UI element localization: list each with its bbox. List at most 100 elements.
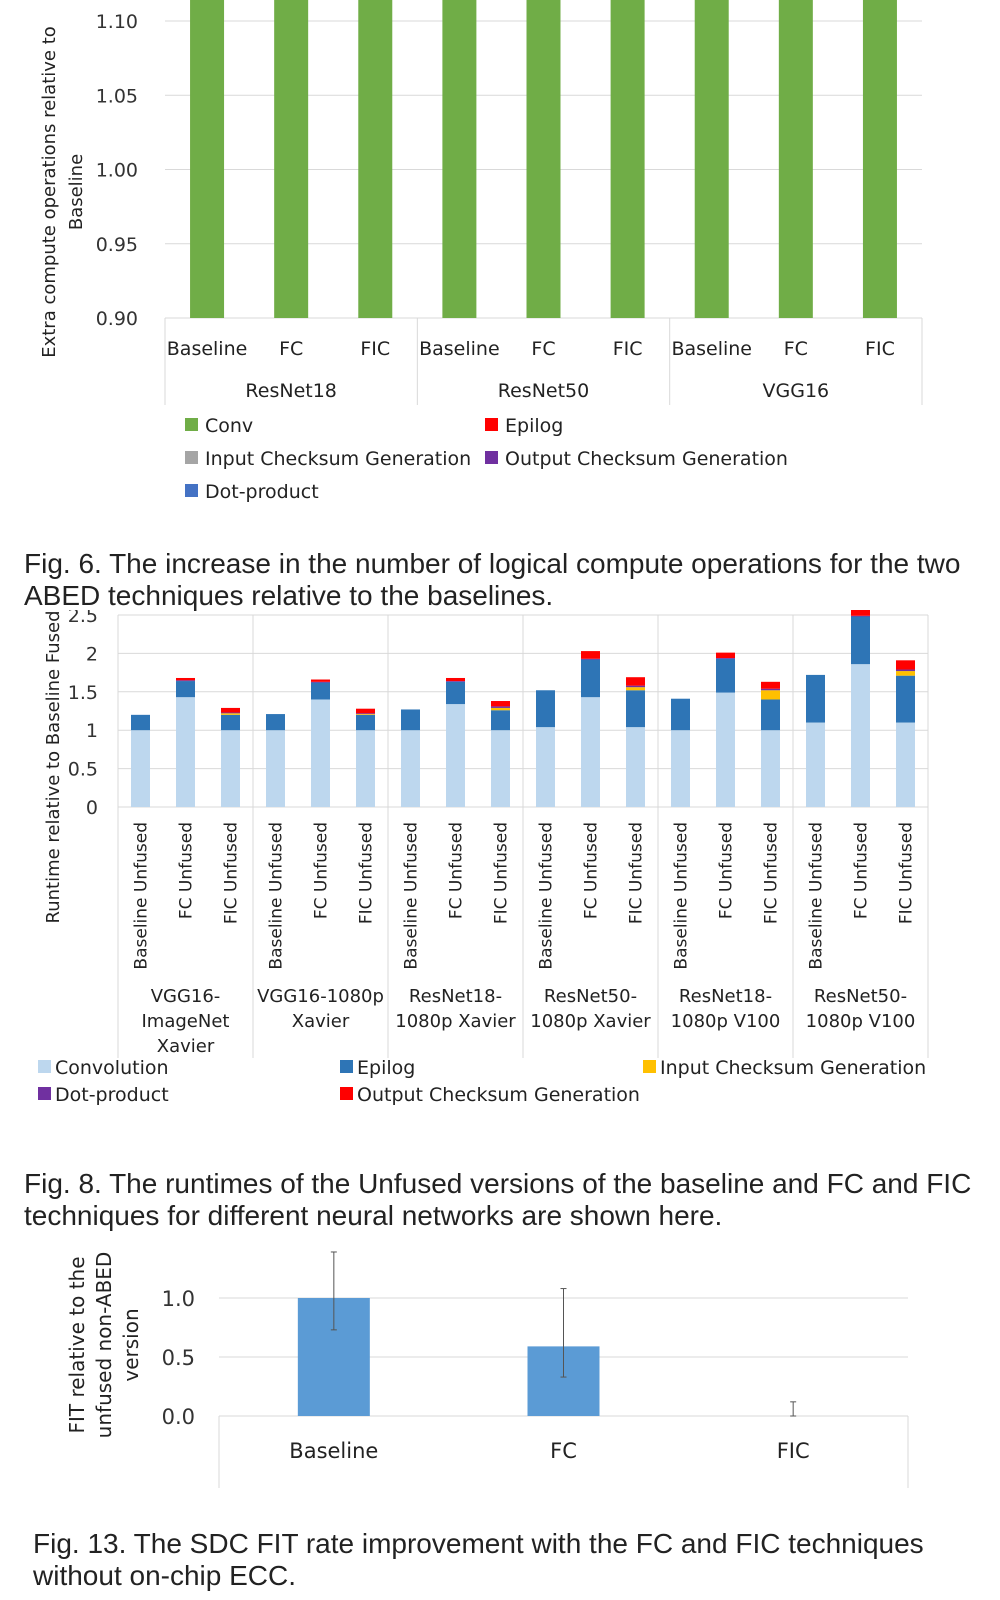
legend-swatch: [643, 1060, 656, 1073]
x-tick-label: Baseline Unfused: [807, 822, 827, 970]
bar-segment: [761, 699, 780, 731]
bar-segment: [896, 675, 915, 723]
legend-label: Epilog: [505, 415, 563, 437]
bar-segment: [401, 709, 420, 731]
x-tick-label: FC Unfused: [717, 822, 737, 919]
figure-8-caption: Fig. 8. The runtimes of the Unfused vers…: [24, 1168, 972, 1231]
bar-segment: [536, 690, 555, 728]
bar-segment: [491, 701, 510, 707]
bar-segment: [356, 708, 375, 714]
group-label: 1080p Xavier: [395, 1011, 516, 1032]
bar-segment: [851, 616, 870, 665]
legend-label: Output Checksum Generation: [357, 1084, 640, 1106]
x-tick-label: FIC Unfused: [627, 822, 647, 924]
legend-label: Convolution: [55, 1057, 169, 1079]
bar-segment: [311, 679, 330, 682]
legend-swatch: [38, 1060, 51, 1073]
bar-segment: [716, 692, 735, 807]
bar-segment: [491, 706, 510, 708]
group-label: VGG16-: [151, 986, 221, 1007]
bar-segment: [176, 677, 195, 681]
bar-segment: [356, 714, 375, 715]
group-label: 1080p Xavier: [530, 1011, 651, 1032]
group-label: ImageNet: [142, 1011, 230, 1032]
x-tick-label: Baseline Unfused: [267, 822, 287, 970]
bar-segment: [896, 660, 915, 670]
x-tick-label: Baseline: [671, 338, 752, 360]
bar-segment: [221, 714, 240, 731]
y-tick-label: 0.5: [68, 759, 98, 781]
bar-segment: [311, 681, 330, 683]
x-tick-label: FC Unfused: [852, 822, 872, 919]
legend-label: Conv: [205, 415, 253, 437]
x-tick-label: FIC Unfused: [897, 822, 917, 924]
bar-segment: [896, 669, 915, 672]
bar-segment: [862, 0, 897, 318]
group-label: ResNet50: [498, 380, 589, 402]
bar-segment: [221, 707, 240, 713]
group-label: ResNet18-: [409, 986, 502, 1007]
bar-segment: [221, 712, 240, 714]
legend-label: Dot-product: [205, 481, 319, 503]
bar-segment: [626, 690, 645, 728]
bar-segment: [266, 714, 285, 731]
bar-segment: [716, 658, 735, 659]
group-label: 1080p V100: [671, 1011, 781, 1032]
legend-swatch: [485, 451, 498, 464]
figure-13-chart: 0.0 0.5 1.0 1.5 Baseline FC FIC FIT relative to…: [65, 1248, 909, 1488]
group-label: ResNet18: [245, 380, 336, 402]
bar-segment: [581, 697, 600, 807]
bar-segment: [401, 730, 420, 807]
group-label: 1080p V100: [806, 1011, 916, 1032]
y-tick-label: 0: [86, 797, 98, 819]
x-tick-label: FIC: [865, 338, 895, 360]
bar-segment: [851, 610, 870, 616]
x-tick-label: FIC Unfused: [762, 822, 782, 924]
bar-segment: [581, 651, 600, 659]
bar-segment: [851, 664, 870, 807]
bar-segment: [716, 652, 735, 659]
bar-segment: [176, 680, 195, 682]
y-tick-label: 1: [86, 720, 98, 742]
bar-segment: [526, 0, 561, 318]
bar-segment: [806, 722, 825, 807]
x-tick-label: FC: [279, 338, 303, 360]
bar-segment: [131, 714, 150, 731]
bar-segment: [446, 677, 465, 682]
x-tick-label: FC: [531, 338, 555, 360]
bar-segment: [536, 727, 555, 807]
x-tick-label: FC Unfused: [177, 822, 197, 919]
y-tick-label: 0.5: [162, 1346, 195, 1370]
x-tick-label: Baseline Unfused: [537, 822, 557, 970]
x-tick-label: Baseline: [419, 338, 500, 360]
bar-segment: [356, 713, 375, 715]
bar-segment: [358, 0, 393, 318]
bar-segment: [446, 681, 465, 682]
x-tick-label: Baseline Unfused: [402, 822, 422, 970]
legend-swatch: [185, 418, 198, 431]
x-tick-label: FC Unfused: [447, 822, 467, 919]
x-tick-label: Baseline Unfused: [132, 822, 152, 970]
bar-segment: [581, 658, 600, 660]
x-tick-label: FIC Unfused: [357, 822, 377, 924]
x-tick-label: FIC Unfused: [492, 822, 512, 924]
bar-segment: [896, 671, 915, 676]
bar-segment: [491, 710, 510, 731]
bar-segment: [610, 0, 645, 318]
y-tick-label: 2.5: [68, 610, 98, 627]
figure-6-caption: Fig. 6. The increase in the number of lo…: [24, 548, 961, 611]
legend-label: Dot-product: [55, 1084, 169, 1106]
legend-label: Output Checksum Generation: [505, 448, 788, 470]
legend-swatch: [185, 451, 198, 464]
figure-13-caption: Fig. 13. The SDC FIT rate improvement wi…: [33, 1528, 924, 1591]
bar-segment: [851, 615, 870, 617]
legend-label: Input Checksum Generation: [660, 1057, 926, 1079]
bar-segment: [266, 730, 285, 807]
bar-segment: [176, 697, 195, 807]
bar-segment: [761, 688, 780, 691]
bar-segment: [221, 730, 240, 807]
bar-segment: [176, 681, 195, 698]
figure-8-chart: 0 0.5 1 1.5 2 2.5 Baseline Unfused FC Unfused FI…: [38, 610, 929, 1106]
legend-swatch: [340, 1060, 353, 1073]
bar-segment: [190, 0, 225, 318]
